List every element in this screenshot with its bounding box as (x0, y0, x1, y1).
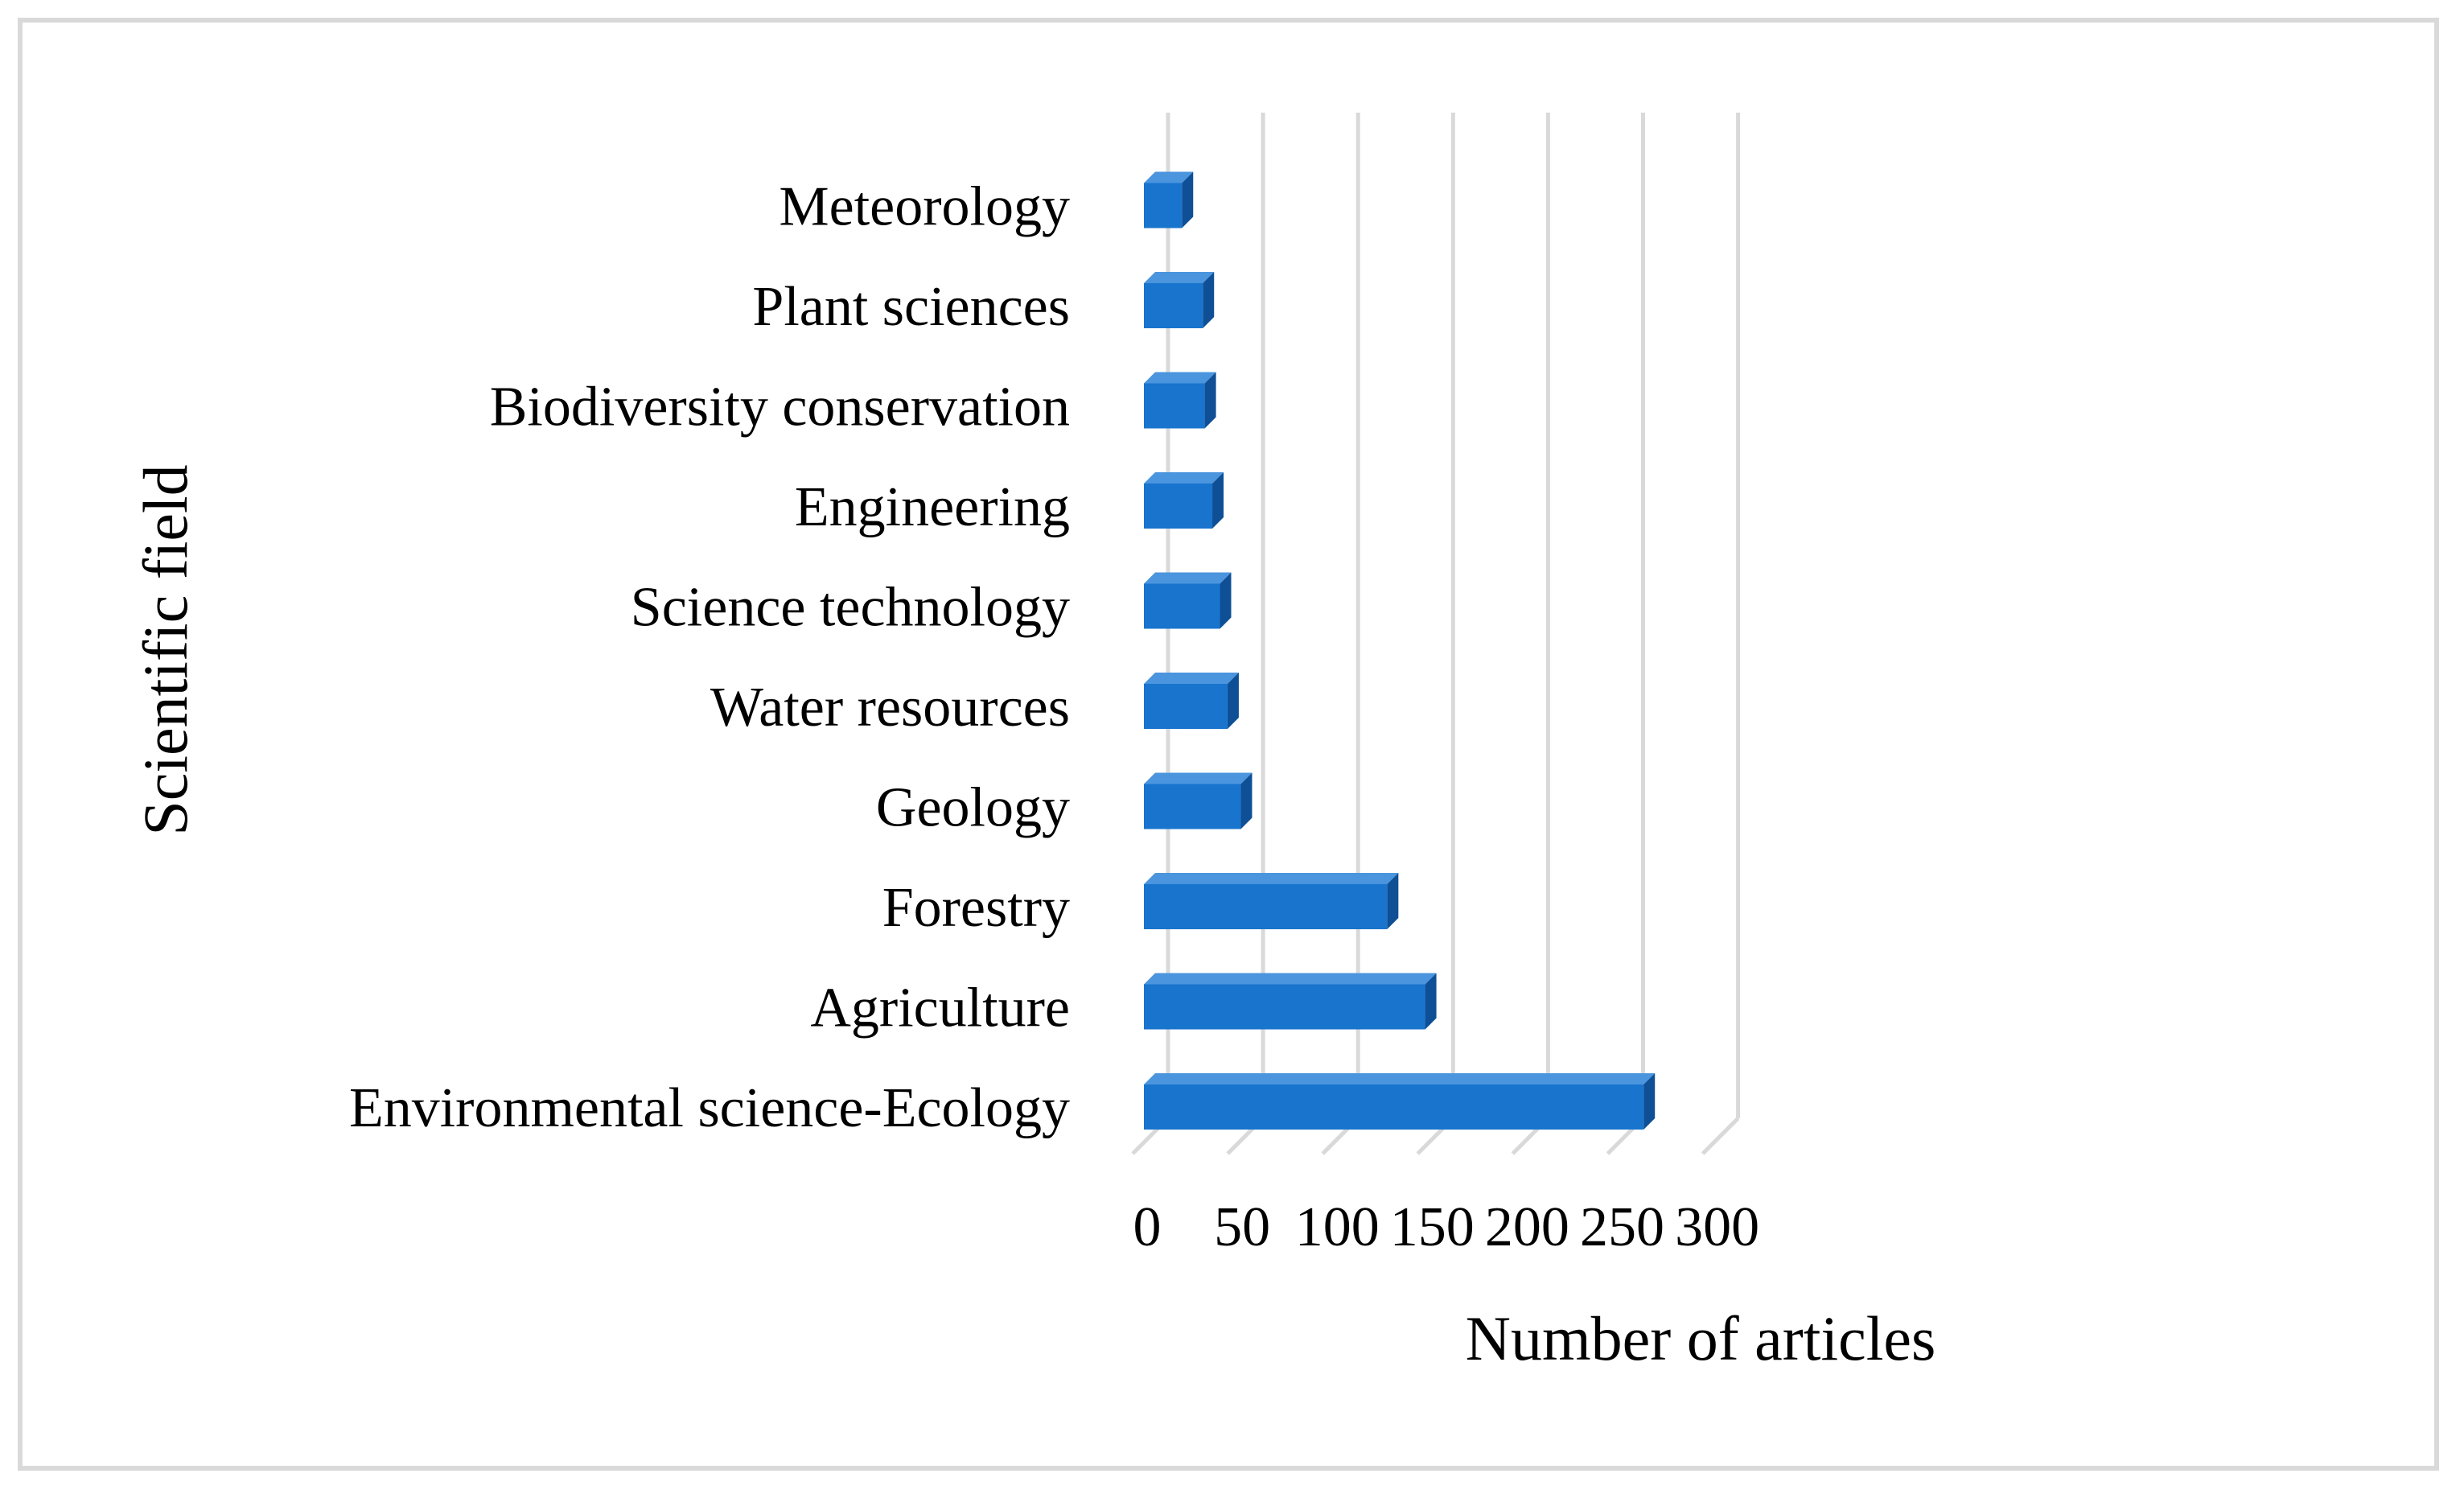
bar (1144, 1073, 1656, 1130)
bar-top-face (1144, 372, 1216, 384)
bar-side-face (1182, 171, 1194, 228)
bar (1144, 171, 1194, 228)
bar-side-face (1204, 372, 1216, 429)
category-label: Forestry (882, 877, 1070, 939)
bar-top-face (1144, 772, 1253, 784)
bars (1144, 171, 1656, 1130)
chart-frame (18, 18, 2439, 1471)
x-tick-label: 150 (1390, 1196, 1475, 1258)
bar (1144, 272, 1215, 328)
category-labels: Environmental science-Ecology Agriculture… (349, 176, 1070, 1140)
bar-front-face (1144, 383, 1205, 429)
bar (1144, 973, 1437, 1030)
bar (1144, 572, 1232, 629)
bar-side-face (1425, 973, 1437, 1030)
bar-front-face (1144, 784, 1241, 829)
bar-top-face (1144, 873, 1399, 884)
category-label: Environmental science-Ecology (349, 1077, 1070, 1139)
gridline-floor (1701, 1117, 1740, 1155)
bar (1144, 673, 1239, 729)
bar-top-face (1144, 973, 1437, 985)
x-tick-labels: 0 50 100 150 200 250 300 (1133, 1196, 1760, 1258)
bar (1144, 472, 1224, 529)
category-label: Water resources (710, 677, 1070, 739)
category-label: Science technology (631, 577, 1070, 639)
bar-side-face (1203, 272, 1215, 328)
bar-front-face (1144, 884, 1388, 929)
category-label: Plant sciences (752, 276, 1070, 338)
bar-front-face (1144, 684, 1228, 729)
bar-top-face (1144, 171, 1194, 183)
bar-side-face (1220, 572, 1232, 629)
bar-top-face (1144, 472, 1224, 484)
bar-front-face (1144, 984, 1425, 1030)
category-label: Engineering (795, 476, 1070, 538)
x-tick-label: 300 (1675, 1196, 1759, 1258)
bar (1144, 372, 1216, 429)
bar-side-face (1212, 472, 1224, 529)
bar-side-face (1227, 673, 1239, 729)
bar-front-face (1144, 283, 1203, 328)
x-tick-label: 100 (1295, 1196, 1380, 1258)
bar-top-face (1144, 572, 1232, 584)
x-axis-title: Number of articles (1466, 1303, 1936, 1373)
bar-side-face (1643, 1073, 1656, 1130)
x-tick-label: 50 (1214, 1196, 1270, 1258)
bar-top-face (1144, 673, 1239, 684)
bar-front-face (1144, 183, 1183, 228)
x-tick-label: 250 (1580, 1196, 1664, 1258)
x-tick-label: 0 (1133, 1196, 1162, 1258)
category-label: Agriculture (810, 977, 1070, 1039)
category-label: Biodiversity conservation (490, 377, 1070, 438)
bar (1144, 772, 1253, 829)
category-label: Meteorology (779, 176, 1070, 238)
bar-front-face (1144, 583, 1220, 629)
bar-top-face (1144, 1073, 1656, 1084)
bar-top-face (1144, 272, 1215, 283)
bar-side-face (1387, 873, 1399, 929)
y-axis-title: Scientific field (130, 464, 200, 835)
category-label: Geology (876, 777, 1070, 839)
bar-front-face (1144, 484, 1213, 529)
x-tick-label: 200 (1485, 1196, 1569, 1258)
bar-side-face (1240, 772, 1253, 829)
bar-front-face (1144, 1084, 1644, 1130)
bar (1144, 873, 1399, 929)
